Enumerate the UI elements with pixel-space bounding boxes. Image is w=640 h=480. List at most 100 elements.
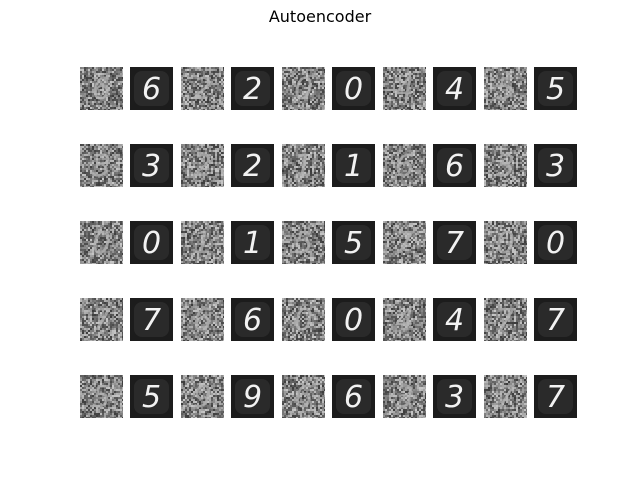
digit-glyph: 1 bbox=[344, 149, 363, 184]
digit-glyph: 1 bbox=[294, 149, 313, 184]
noisy-input-image: 2 bbox=[181, 67, 224, 110]
digit-glyph: 4 bbox=[395, 303, 414, 338]
noisy-input-image: 0 bbox=[80, 221, 123, 264]
digit-glyph: 0 bbox=[344, 303, 363, 338]
digit-glyph: 5 bbox=[142, 380, 161, 415]
reconstructed-image: 1 bbox=[231, 221, 274, 264]
reconstructed-image: 3 bbox=[534, 144, 577, 187]
digit-glyph: 9 bbox=[243, 380, 262, 415]
digit-glyph: 0 bbox=[142, 226, 161, 261]
reconstructed-image: 0 bbox=[332, 67, 375, 110]
reconstructed-image: 1 bbox=[332, 144, 375, 187]
digit-glyph: 1 bbox=[193, 226, 212, 261]
digit-glyph: 3 bbox=[546, 149, 565, 184]
digit-glyph: 0 bbox=[294, 72, 313, 107]
digit-glyph: 5 bbox=[92, 380, 111, 415]
digit-glyph: 2 bbox=[193, 72, 212, 107]
digit-glyph: 6 bbox=[142, 72, 161, 107]
noisy-input-image: 7 bbox=[484, 298, 527, 341]
digit-glyph: 3 bbox=[496, 149, 515, 184]
digit-glyph: 7 bbox=[496, 380, 515, 415]
digit-glyph: 3 bbox=[395, 380, 414, 415]
digit-glyph: 7 bbox=[92, 303, 111, 338]
noisy-input-image: 6 bbox=[282, 375, 325, 418]
digit-glyph: 0 bbox=[92, 226, 111, 261]
digit-glyph: 0 bbox=[546, 226, 565, 261]
digit-glyph: 6 bbox=[92, 72, 111, 107]
noisy-input-image: 0 bbox=[282, 298, 325, 341]
reconstructed-image: 0 bbox=[332, 298, 375, 341]
digit-glyph: 5 bbox=[294, 226, 313, 261]
noisy-input-image: 7 bbox=[383, 221, 426, 264]
digit-glyph: 4 bbox=[445, 303, 464, 338]
digit-glyph: 2 bbox=[243, 149, 262, 184]
digit-glyph: 1 bbox=[243, 226, 262, 261]
reconstructed-image: 9 bbox=[231, 375, 274, 418]
digit-glyph: 0 bbox=[496, 226, 515, 261]
noisy-input-image: 7 bbox=[80, 298, 123, 341]
reconstructed-image: 3 bbox=[433, 375, 476, 418]
noisy-input-image: 5 bbox=[80, 375, 123, 418]
reconstructed-image: 5 bbox=[534, 67, 577, 110]
digit-glyph: 0 bbox=[344, 72, 363, 107]
figure-title: Autoencoder bbox=[268, 7, 372, 26]
digit-glyph: 7 bbox=[445, 226, 464, 261]
digit-glyph: 6 bbox=[294, 380, 313, 415]
noisy-input-image: 9 bbox=[181, 375, 224, 418]
reconstructed-image: 6 bbox=[332, 375, 375, 418]
noisy-input-image: 4 bbox=[383, 67, 426, 110]
digit-glyph: 6 bbox=[344, 380, 363, 415]
digit-glyph: 7 bbox=[142, 303, 161, 338]
reconstructed-image: 2 bbox=[231, 67, 274, 110]
reconstructed-image: 0 bbox=[534, 221, 577, 264]
noisy-input-image: 5 bbox=[484, 67, 527, 110]
noisy-input-image: 3 bbox=[80, 144, 123, 187]
digit-glyph: 2 bbox=[243, 72, 262, 107]
reconstructed-image: 5 bbox=[332, 221, 375, 264]
digit-glyph: 3 bbox=[142, 149, 161, 184]
reconstructed-image: 0 bbox=[130, 221, 173, 264]
digit-glyph: 7 bbox=[395, 226, 414, 261]
noisy-input-image: 3 bbox=[484, 144, 527, 187]
noisy-input-image: 6 bbox=[80, 67, 123, 110]
reconstructed-image: 7 bbox=[534, 298, 577, 341]
digit-glyph: 6 bbox=[445, 149, 464, 184]
digit-glyph: 9 bbox=[193, 380, 212, 415]
noisy-input-image: 4 bbox=[383, 298, 426, 341]
reconstructed-image: 6 bbox=[231, 298, 274, 341]
noisy-input-image: 2 bbox=[181, 144, 224, 187]
digit-glyph: 3 bbox=[92, 149, 111, 184]
noisy-input-image: 5 bbox=[282, 221, 325, 264]
noisy-input-image: 0 bbox=[484, 221, 527, 264]
noisy-input-image: 1 bbox=[282, 144, 325, 187]
digit-glyph: 0 bbox=[294, 303, 313, 338]
reconstructed-image: 6 bbox=[130, 67, 173, 110]
noisy-input-image: 7 bbox=[484, 375, 527, 418]
reconstructed-image: 3 bbox=[130, 144, 173, 187]
reconstructed-image: 7 bbox=[130, 298, 173, 341]
digit-glyph: 3 bbox=[445, 380, 464, 415]
reconstructed-image: 4 bbox=[433, 67, 476, 110]
digit-glyph: 5 bbox=[344, 226, 363, 261]
reconstructed-image: 7 bbox=[534, 375, 577, 418]
reconstructed-image: 6 bbox=[433, 144, 476, 187]
digit-glyph: 4 bbox=[395, 72, 414, 107]
digit-glyph: 6 bbox=[243, 303, 262, 338]
digit-glyph: 4 bbox=[445, 72, 464, 107]
digit-glyph: 5 bbox=[496, 72, 515, 107]
digit-glyph: 6 bbox=[193, 303, 212, 338]
noisy-input-image: 0 bbox=[282, 67, 325, 110]
noisy-input-image: 1 bbox=[181, 221, 224, 264]
digit-glyph: 7 bbox=[546, 303, 565, 338]
digit-glyph: 6 bbox=[395, 149, 414, 184]
noisy-input-image: 6 bbox=[181, 298, 224, 341]
digit-glyph: 7 bbox=[496, 303, 515, 338]
digit-glyph: 7 bbox=[546, 380, 565, 415]
digit-glyph: 5 bbox=[546, 72, 565, 107]
reconstructed-image: 4 bbox=[433, 298, 476, 341]
